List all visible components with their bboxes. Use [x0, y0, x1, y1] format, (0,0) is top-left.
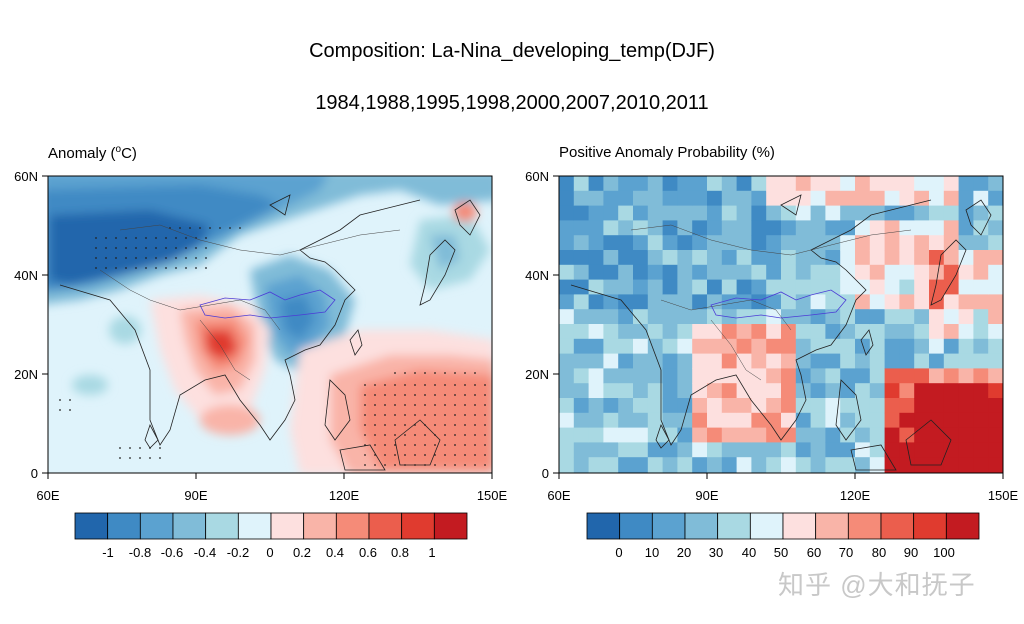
cb-label: 40: [742, 545, 756, 560]
colorbar-swatch: [815, 512, 849, 540]
y-tick-60n: 60N: [525, 169, 549, 184]
x-tick-120e: 120E: [840, 488, 871, 503]
colorbar-swatch: [749, 512, 784, 540]
colorbar-swatch: [913, 512, 947, 540]
colorbar-swatch: [880, 512, 915, 540]
y-tick-20n: 20N: [525, 367, 549, 382]
x-tick-60e: 60E: [547, 488, 570, 503]
cb-label: 100: [933, 545, 955, 560]
colorbar-swatch: [945, 512, 980, 540]
colorbar-swatch: [270, 512, 305, 540]
cb-label: 30: [709, 545, 723, 560]
cb-label: -1: [102, 545, 114, 560]
colorbar-swatch: [107, 512, 141, 540]
colorbar-swatch: [433, 512, 468, 540]
cb-label: 90: [904, 545, 918, 560]
x-tick-60e: 60E: [36, 488, 59, 503]
colorbar-swatch: [684, 512, 719, 540]
y-tick-0: 0: [31, 466, 38, 481]
colorbar-swatch: [651, 512, 686, 540]
cb-label: 60: [807, 545, 821, 560]
y-tick-0: 0: [542, 466, 549, 481]
cb-label: 50: [774, 545, 788, 560]
cb-label: 10: [645, 545, 659, 560]
anomaly-panel-label: Anomaly (oC): [48, 144, 137, 162]
colorbar-swatch: [847, 512, 882, 540]
watermark: 知乎 @大和抚子: [778, 570, 976, 600]
cb-label: 20: [677, 545, 691, 560]
colorbar-swatch: [303, 512, 337, 540]
probability-panel-label: Positive Anomaly Probability (%): [559, 144, 775, 161]
x-tick-150e: 150E: [988, 488, 1019, 503]
cb-label: 1: [428, 545, 435, 560]
cb-label: 70: [839, 545, 853, 560]
colorbar-swatch: [74, 512, 109, 540]
cb-label: 0.2: [293, 545, 311, 560]
cb-label: -0.6: [161, 545, 183, 560]
cb-label: -0.2: [227, 545, 249, 560]
colorbar-swatch: [237, 512, 272, 540]
anomaly-colorbar: [74, 512, 468, 540]
y-tick-20n: 20N: [14, 367, 38, 382]
colorbar-swatch: [782, 512, 817, 540]
cb-label: 0: [615, 545, 622, 560]
years-subtitle: 1984,1988,1995,1998,2000,2007,2010,2011: [315, 92, 709, 114]
cb-label: -0.4: [194, 545, 216, 560]
cb-label: 0.4: [326, 545, 344, 560]
colorbar-swatch: [586, 512, 621, 540]
probability-colorbar: [586, 512, 980, 540]
colorbar-swatch: [619, 512, 653, 540]
cb-label: 80: [872, 545, 886, 560]
cb-label: 0.8: [391, 545, 409, 560]
y-tick-40n: 40N: [525, 268, 549, 283]
y-tick-40n: 40N: [14, 268, 38, 283]
figure-title: Composition: La-Nina_developing_temp(DJF…: [309, 40, 715, 62]
colorbar-swatch: [368, 512, 403, 540]
cb-label: 0: [266, 545, 273, 560]
x-tick-90e: 90E: [184, 488, 207, 503]
cb-label: 0.6: [359, 545, 377, 560]
x-tick-150e: 150E: [477, 488, 508, 503]
colorbar-swatch: [205, 512, 239, 540]
y-tick-60n: 60N: [14, 169, 38, 184]
x-tick-120e: 120E: [329, 488, 360, 503]
colorbar-swatch: [172, 512, 207, 540]
x-tick-90e: 90E: [695, 488, 718, 503]
colorbar-swatch: [717, 512, 751, 540]
cb-label: -0.8: [129, 545, 151, 560]
